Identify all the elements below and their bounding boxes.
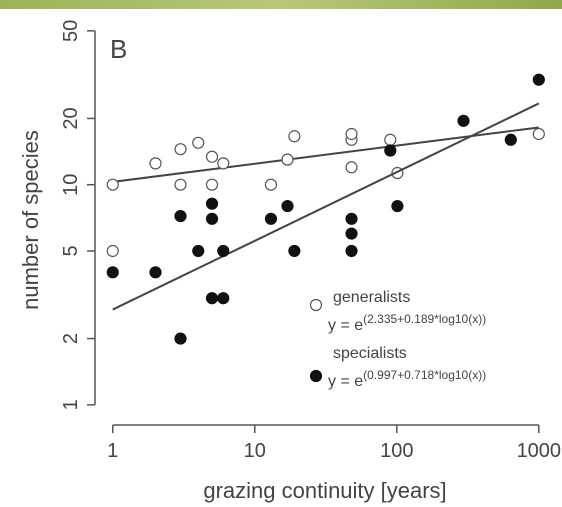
legend-formula: y = e(2.335+0.189*log10(x)): [328, 312, 486, 334]
specialist-point: [345, 244, 358, 258]
formula-exponent: (0.997+0.718*log10(x)): [363, 368, 486, 382]
y-tick-label: 5: [60, 245, 82, 256]
specialist-point: [457, 114, 470, 127]
generalist-point: [149, 157, 162, 170]
generalist-point: [281, 153, 294, 166]
specialist-point: [532, 73, 545, 86]
generalist-point: [264, 178, 278, 191]
fit-line: [112, 102, 540, 311]
specialist-point: [205, 292, 219, 305]
formula-exponent: (2.335+0.189*log10(x)): [363, 312, 486, 326]
generalist-point: [345, 161, 358, 174]
specialist-point: [217, 244, 230, 258]
specialist-point: [391, 199, 404, 213]
x-axis-label: grazing continuity [years]: [203, 478, 446, 503]
specialist-point: [217, 292, 230, 305]
specialist-point: [345, 227, 358, 240]
y-axis-label: number of species: [18, 130, 43, 310]
specialist-point: [345, 212, 358, 225]
generalist-point: [345, 127, 358, 141]
specialist-point: [106, 266, 119, 279]
specialist-point: [205, 212, 219, 225]
generalist-point: [532, 127, 545, 141]
generalist-point: [205, 178, 219, 191]
x-tick-label: 100: [380, 440, 413, 462]
formula-base: y = e: [328, 317, 363, 334]
legend-marker: [309, 298, 323, 312]
formula-base: y = e: [328, 373, 363, 390]
generalist-point: [192, 136, 205, 149]
y-tick-label: 10: [60, 174, 82, 196]
generalist-point: [174, 143, 187, 156]
legend-label: generalists: [333, 289, 410, 306]
generalist-point: [174, 178, 187, 191]
specialist-point: [174, 332, 187, 345]
legend-marker: [309, 369, 323, 383]
generalist-point: [205, 150, 219, 163]
specialist-point: [288, 244, 301, 258]
specialist-point: [174, 210, 187, 223]
specialist-point: [149, 266, 162, 279]
x-tick-label: 1: [107, 440, 118, 462]
x-tick-label: 10: [244, 440, 266, 462]
generalist-point: [106, 178, 119, 191]
generalist-point: [217, 157, 230, 170]
y-tick-label: 20: [60, 107, 82, 129]
y-tick-label: 50: [60, 20, 82, 42]
legend-formula: y = e(0.997+0.718*log10(x)): [328, 368, 486, 390]
specialist-point: [192, 244, 205, 258]
y-tick-label: 2: [60, 333, 82, 344]
specialist-point: [384, 144, 397, 157]
panel-label: B: [110, 34, 127, 64]
generalist-point: [384, 133, 397, 146]
x-tick-label: 1000: [517, 440, 562, 462]
generalist-point: [288, 130, 301, 143]
photo-strip: [0, 0, 562, 9]
generalist-point: [106, 244, 119, 258]
specialist-point: [281, 199, 294, 213]
specialist-point: [504, 133, 517, 146]
legend-label: specialists: [333, 345, 407, 362]
specialist-point: [205, 197, 219, 210]
specialist-point: [264, 212, 278, 225]
y-tick-label: 1: [60, 399, 82, 410]
fit-line: [112, 126, 539, 183]
